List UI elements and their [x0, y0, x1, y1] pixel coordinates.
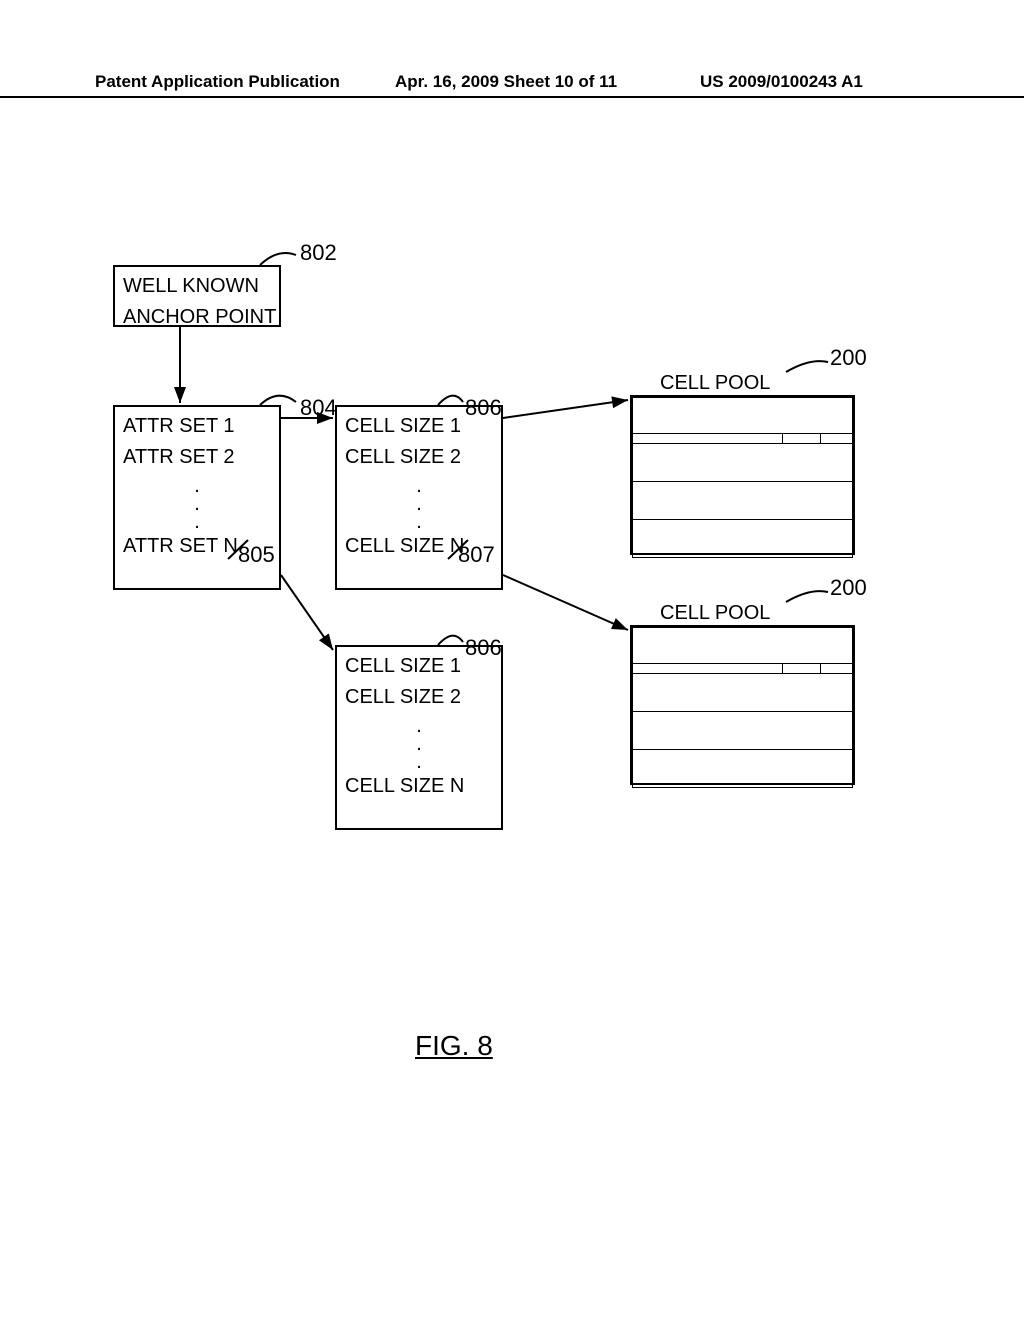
connector-overlay	[0, 0, 1024, 1320]
ref-806a: 806	[465, 395, 502, 421]
ref-802: 802	[300, 240, 337, 266]
pool-a-label: CELL POOL	[660, 372, 770, 395]
page-header: Patent Application Publication Apr. 16, …	[0, 0, 1024, 98]
cell-pool-b	[630, 625, 855, 785]
ref-805: 805	[238, 542, 275, 568]
header-right: US 2009/0100243 A1	[700, 72, 863, 92]
ref-804: 804	[300, 395, 337, 421]
csa-dots: ...	[337, 477, 501, 531]
figure-title: FIG. 8	[415, 1030, 493, 1062]
ref-806b: 806	[465, 635, 502, 661]
ref-200a: 200	[830, 345, 867, 371]
csa-line2: CELL SIZE 2	[337, 438, 501, 477]
attr-line2: ATTR SET 2	[115, 438, 279, 477]
pool-b-grid	[632, 627, 853, 788]
anchor-box: WELL KNOWN ANCHOR POINT	[113, 265, 281, 327]
csb-lineN: CELL SIZE N	[337, 767, 501, 806]
cell-pool-a	[630, 395, 855, 555]
pool-b-label: CELL POOL	[660, 602, 770, 625]
anchor-line2: ANCHOR POINT	[115, 298, 279, 337]
attr-dots: ...	[115, 477, 279, 531]
ref-200b: 200	[830, 575, 867, 601]
csb-dots: ...	[337, 717, 501, 771]
header-left: Patent Application Publication	[95, 72, 340, 92]
header-center: Apr. 16, 2009 Sheet 10 of 11	[395, 72, 617, 92]
cellsize-box-b: CELL SIZE 1 CELL SIZE 2 ... CELL SIZE N	[335, 645, 503, 830]
ref-807: 807	[458, 542, 495, 568]
pool-a-grid	[632, 397, 853, 558]
csb-line2: CELL SIZE 2	[337, 678, 501, 717]
page: Patent Application Publication Apr. 16, …	[0, 0, 1024, 1320]
